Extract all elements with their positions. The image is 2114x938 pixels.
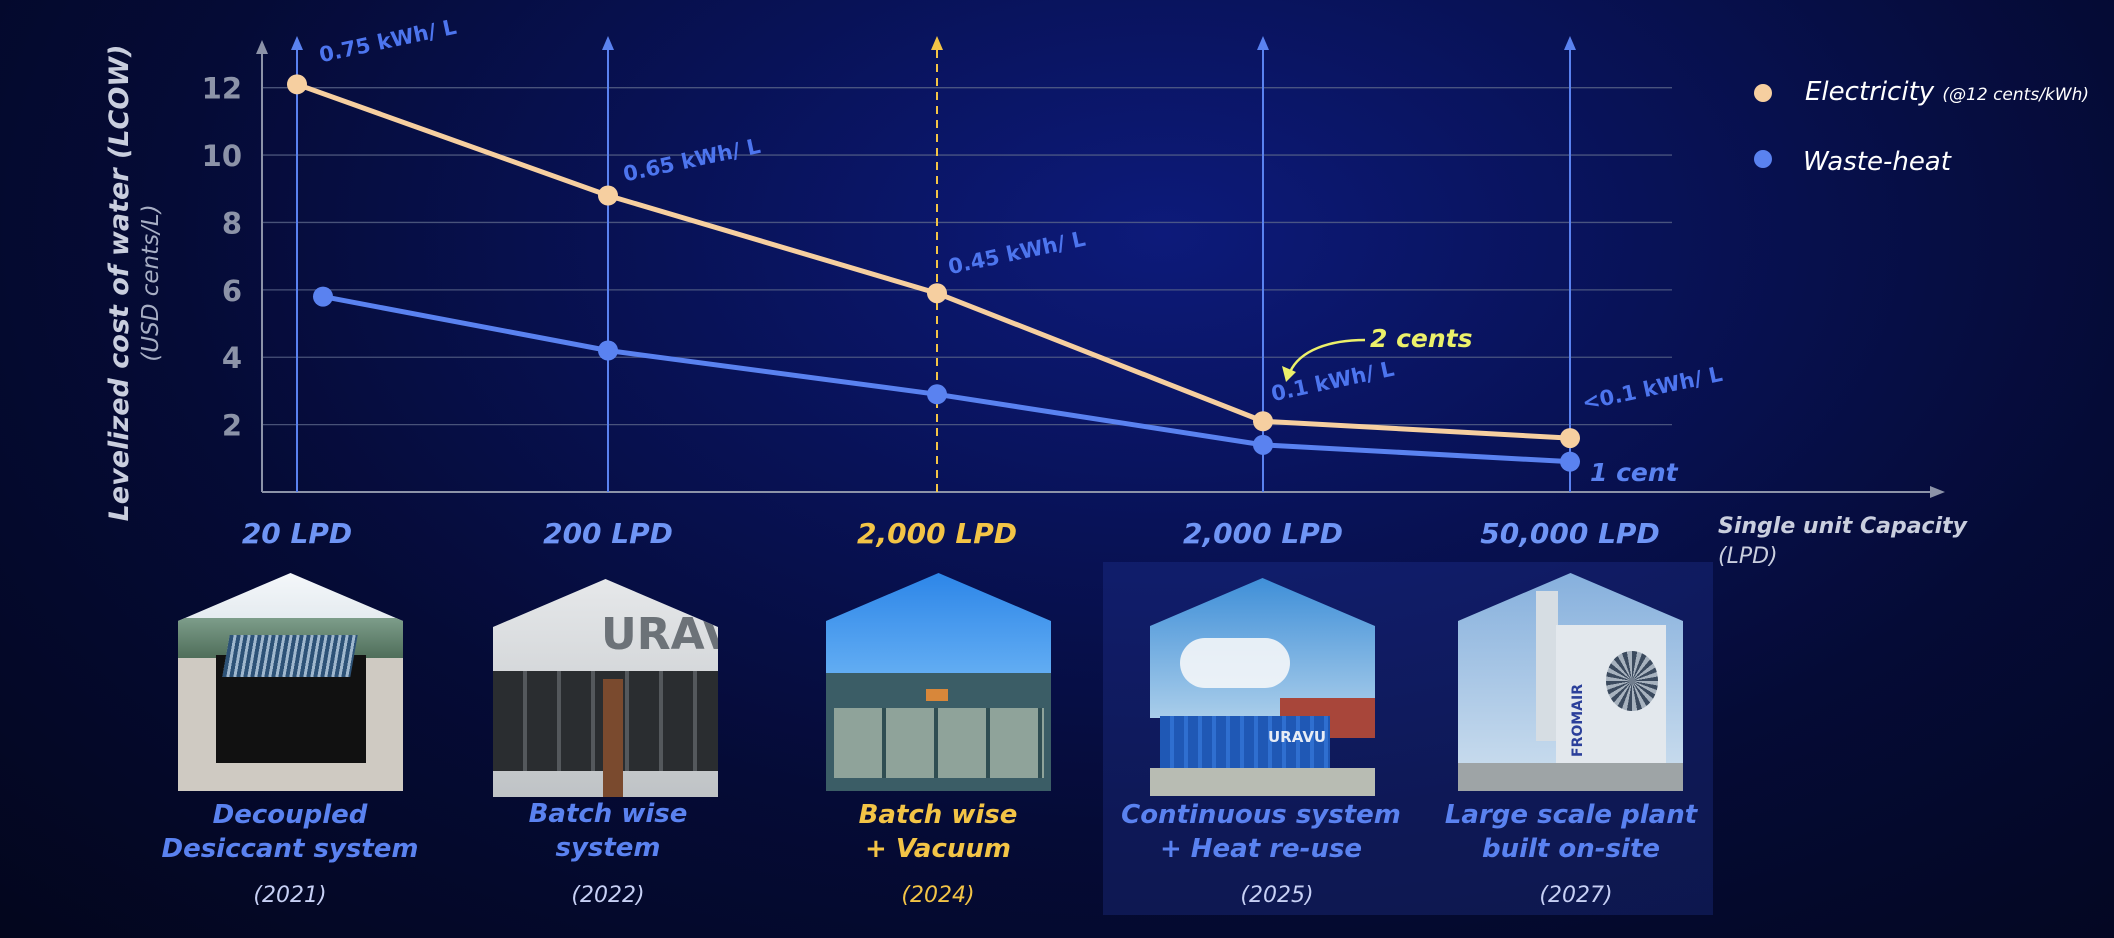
data-point-waste-heat [1253, 434, 1273, 455]
system-year-2021: (2021) [253, 883, 327, 908]
data-point-electricity [1560, 428, 1580, 449]
x-tick-label: 2,000 LPD [1183, 517, 1343, 550]
y-tick-label: 12 [202, 72, 242, 106]
x-axis-title-text: Single unit Capacity [1718, 514, 1967, 539]
system-photo-2021 [178, 573, 403, 791]
y-tick-label: 6 [222, 274, 242, 308]
energy-label: 0.65 kWh/ L [621, 134, 763, 186]
brand-mark-2027: FROMAIR [1570, 683, 1586, 757]
data-point-electricity [1253, 411, 1273, 432]
x-axis-title: Single unit Capacity (LPD) [1718, 512, 1967, 572]
energy-label: 0.1 kWh/ L [1269, 357, 1396, 406]
energy-label: <0.1 kWh/ L [1580, 362, 1724, 415]
capacity-marker-arrow [602, 36, 614, 50]
capacity-marker-arrow [291, 36, 303, 50]
x-axis-title-unit: (LPD) [1718, 544, 1778, 569]
system-caption-line: Continuous system [1121, 800, 1401, 830]
system-caption-2025: Continuous system + Heat re-use [1111, 798, 1411, 866]
data-point-electricity [927, 283, 947, 304]
legend-waste-heat-label: Waste-heat [1803, 147, 1951, 177]
data-point-electricity [287, 74, 307, 95]
system-caption-2027: Large scale plant built on-site [1421, 798, 1721, 866]
energy-label: 0.45 kWh/ L [946, 227, 1088, 279]
system-photo-2022: URAVU [493, 579, 718, 797]
annotation-arrow [1288, 338, 1366, 373]
system-caption-line: Batch wise [528, 799, 688, 829]
system-photo-2027: FROMAIR [1458, 573, 1683, 791]
x-tick-label: 200 LPD [543, 517, 673, 550]
data-point-waste-heat [927, 384, 947, 405]
legend-electricity-name: Electricity [1805, 77, 1935, 107]
legend-electricity-dot [1754, 84, 1772, 102]
x-tick-label: 20 LPD [242, 517, 352, 550]
brand-mark-2022: URAVU [601, 609, 718, 660]
system-caption-line: Desiccant system [161, 834, 419, 864]
annotation-one-cent: 1 cent [1590, 458, 1679, 487]
capacity-marker-arrow [1564, 36, 1576, 50]
system-photo-2024 [826, 573, 1051, 791]
system-caption-2024: Batch wise + Vacuum [788, 798, 1088, 866]
brand-mark-2025: URAVU [1268, 728, 1327, 746]
capacity-marker-arrow [931, 36, 943, 50]
system-caption-line: + Vacuum [864, 834, 1011, 864]
lcow-chart: 2 4 6 8 10 12 Levelized cost of water (LCOW) (U… [104, 15, 1945, 550]
x-tick-label: 2,000 LPD [857, 517, 1017, 550]
y-axis-arrow [256, 40, 268, 54]
x-tick-label: 50,000 LPD [1480, 517, 1659, 550]
annotation-two-cents: 2 cents [1370, 324, 1473, 353]
system-caption-line: + Heat re-use [1159, 834, 1363, 864]
system-caption-line: Large scale plant [1444, 800, 1698, 830]
system-caption-line: Decoupled [212, 800, 368, 830]
system-year-2025: (2025) [1240, 883, 1314, 908]
y-tick-label: 4 [222, 341, 242, 375]
data-point-electricity [598, 185, 618, 206]
y-axis-unit: (USD cents/L) [138, 204, 164, 361]
data-point-waste-heat [313, 286, 333, 307]
system-caption-line: built on-site [1481, 834, 1661, 864]
energy-label: 0.75 kWh/ L [317, 15, 459, 67]
data-point-waste-heat [598, 340, 618, 361]
legend-electricity-label: Electricity (@12 cents/kWh) [1805, 77, 2089, 107]
data-point-waste-heat [1560, 451, 1580, 472]
system-caption-2022: Batch wise system [458, 797, 758, 865]
capacity-marker-arrow [1257, 36, 1269, 50]
x-axis-arrow [1930, 486, 1945, 498]
system-year-2024: (2024) [901, 883, 975, 908]
y-tick-label: 10 [202, 139, 242, 173]
system-caption-line: Batch wise [858, 800, 1018, 830]
y-tick-label: 2 [222, 409, 242, 443]
legend-electricity-note: (@12 cents/kWh) [1942, 85, 2089, 105]
legend-waste-heat-dot [1754, 150, 1772, 168]
system-year-2022: (2022) [571, 883, 645, 908]
y-tick-label: 8 [222, 206, 242, 240]
system-caption-2021: Decoupled Desiccant system [140, 798, 440, 866]
annotation-arrowhead [1282, 366, 1296, 382]
y-axis-title: Levelized cost of water (LCOW) [104, 45, 135, 522]
system-year-2027: (2027) [1539, 883, 1613, 908]
system-caption-line: system [555, 833, 661, 863]
